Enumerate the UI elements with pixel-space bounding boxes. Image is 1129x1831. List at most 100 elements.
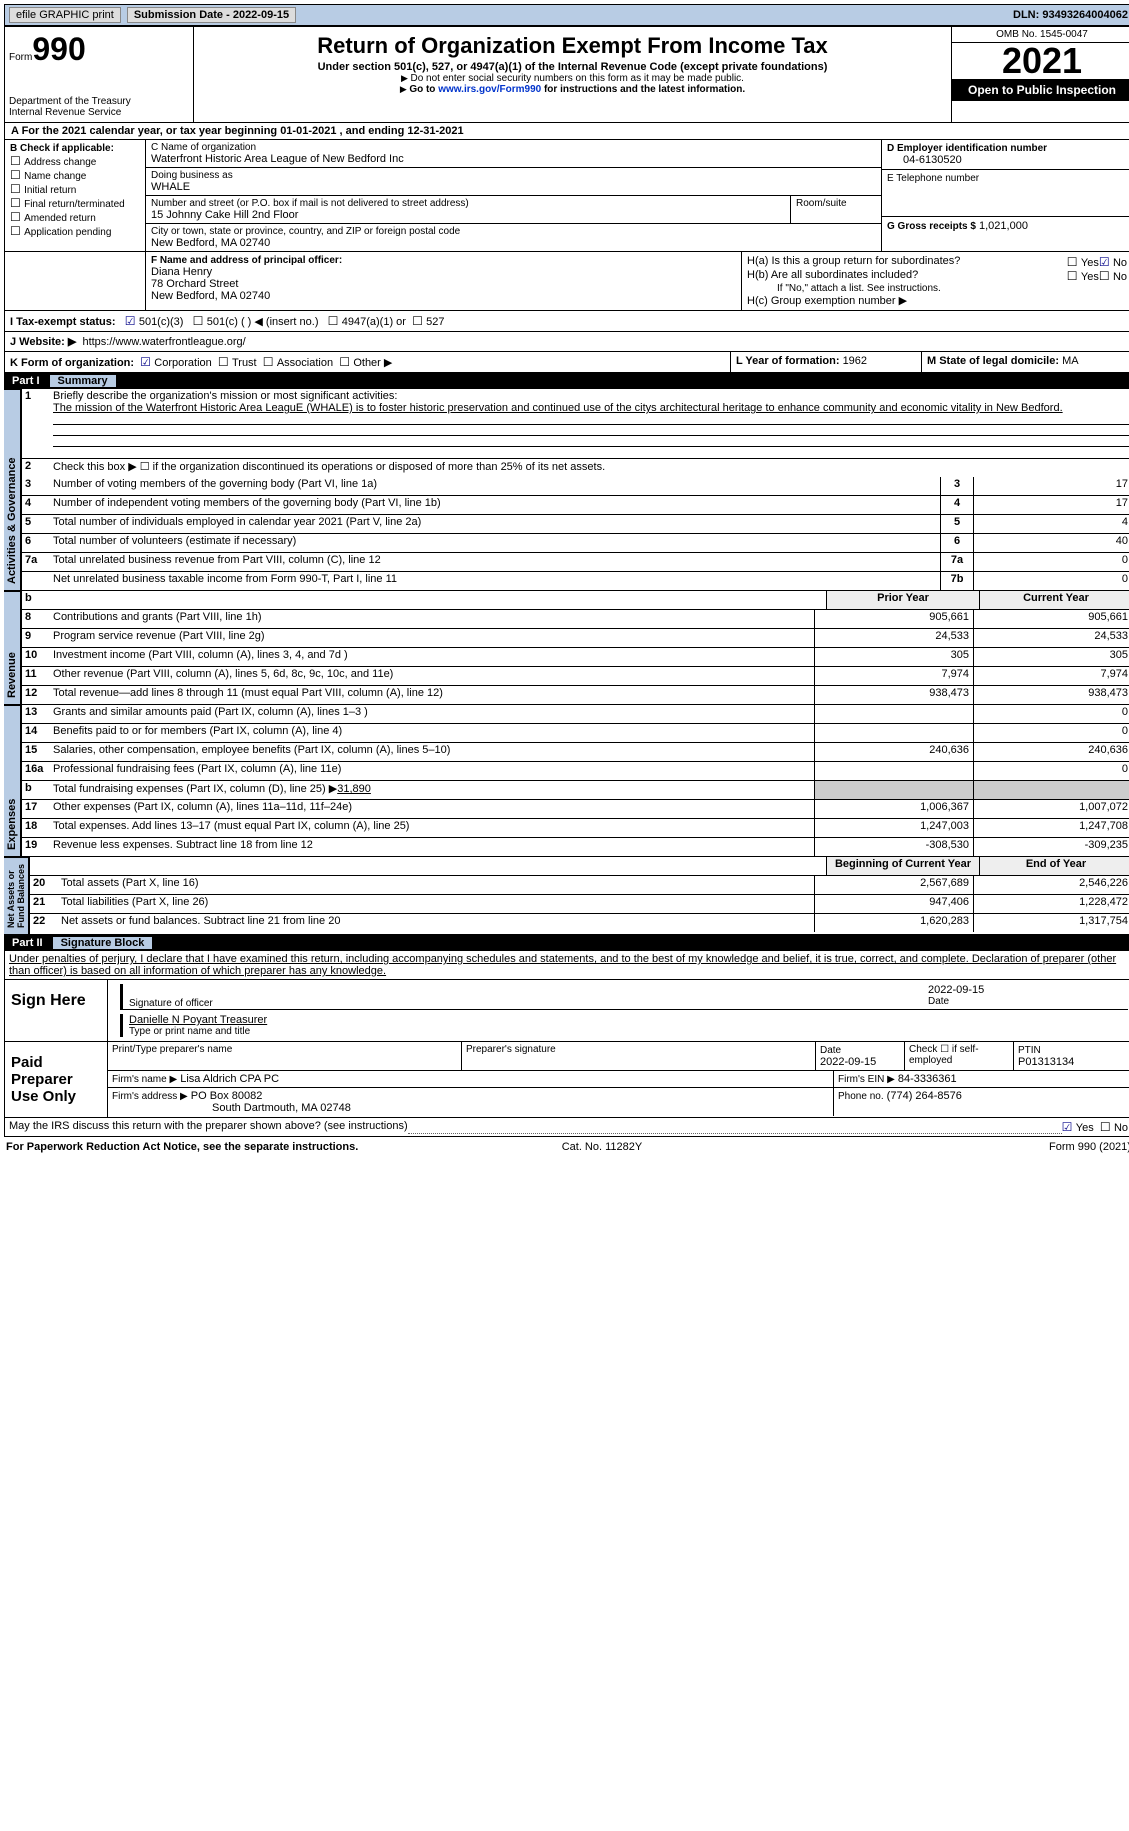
row-f-h: F Name and address of principal officer:… [4,252,1129,311]
l18-desc: Total expenses. Add lines 13–17 (must eq… [50,819,814,837]
l2-check: Check this box ▶ ☐ if the organization d… [50,459,1129,477]
eoy-hdr: End of Year [979,857,1129,875]
city-label: City or town, state or province, country… [151,226,876,237]
tax-year: 2021 [952,43,1129,79]
may-discuss-row: May the IRS discuss this return with the… [4,1118,1129,1137]
chk-final-return[interactable]: Final return/terminated [10,196,140,210]
firm-phone-label: Phone no. [838,1091,884,1102]
prep-sig-label: Preparer's signature [461,1042,815,1070]
firm-ein-label: Firm's EIN ▶ [838,1074,895,1085]
firm-ein: 84-3336361 [898,1073,957,1085]
officer-sig-name: Danielle N Poyant Treasurer [129,1014,267,1026]
chk-address-change[interactable]: Address change [10,154,140,168]
l14-py [814,724,973,742]
part-1-label: Part I [12,375,40,387]
state-domicile: MA [1062,355,1079,367]
current-year-hdr: Current Year [979,591,1129,609]
sign-here-label: Sign Here [5,980,107,1041]
chk-amended-return[interactable]: Amended return [10,210,140,224]
chk-4947[interactable]: 4947(a)(1) or [328,316,406,328]
l1-label: Briefly describe the organization's miss… [53,390,397,402]
chk-initial-return[interactable]: Initial return [10,182,140,196]
chk-assoc[interactable]: Association [263,357,333,369]
prior-year-hdr: Prior Year [826,591,979,609]
l21-desc: Total liabilities (Part X, line 26) [58,895,814,913]
row-a-period: A For the 2021 calendar year, or tax yea… [4,123,1129,140]
sig-date: 2022-09-15 [928,984,1128,996]
prep-self-employed[interactable]: Check ☐ if self-employed [904,1042,1013,1070]
l21-cy: 1,228,472 [973,895,1129,913]
sig-officer-label: Signature of officer [129,998,928,1009]
netassets-section: Net Assets orFund Balances Beginning of … [4,857,1129,935]
may-yes[interactable]: Yes [1062,1120,1094,1134]
l11-cy: 7,974 [973,667,1129,685]
l8-cy: 905,661 [973,610,1129,628]
bcy-hdr: Beginning of Current Year [826,857,979,875]
l3-val: 17 [973,477,1129,495]
firm-name: Lisa Aldrich CPA PC [180,1073,279,1085]
form-ref: Form 990 (2021) [1049,1141,1129,1153]
chk-other[interactable]: Other ▶ [339,357,392,369]
gross-receipts-label: G Gross receipts $ [887,221,976,232]
l7a-desc: Total unrelated business revenue from Pa… [50,553,940,571]
l7b-val: 0 [973,572,1129,590]
ha-yes[interactable]: Yes [1067,255,1099,269]
activities-section: Activities & Governance 1 Briefly descri… [4,389,1129,591]
l16a-py [814,762,973,780]
officer-name: Diana Henry [151,266,736,278]
paperwork-notice: For Paperwork Reduction Act Notice, see … [6,1141,358,1153]
l6-val: 40 [973,534,1129,552]
hb-note: If "No," attach a list. See instructions… [747,283,1127,294]
chk-501c[interactable]: 501(c) ( ) ◀ (insert no.) [193,316,319,328]
chk-trust[interactable]: Trust [218,357,257,369]
chk-application-pending[interactable]: Application pending [10,224,140,238]
row-klm: K Form of organization: Corporation Trus… [4,352,1129,373]
l20-desc: Total assets (Part X, line 16) [58,876,814,894]
l5-num: 5 [940,515,973,533]
hb-label: H(b) Are all subordinates included? [747,269,1067,283]
prep-date: 2022-09-15 [820,1056,876,1068]
open-to-public: Open to Public Inspection [952,79,1129,101]
row-j: J Website: ▶ https://www.waterfrontleagu… [4,332,1129,352]
chk-501c3[interactable]: 501(c)(3) [125,316,184,328]
hc-label: H(c) Group exemption number ▶ [747,294,1127,307]
ha-label: H(a) Is this a group return for subordin… [747,255,1067,269]
sig-name-label: Type or print name and title [129,1026,1128,1037]
info-grid: B Check if applicable: Address change Na… [4,140,1129,252]
l4-num: 4 [940,496,973,514]
l17-desc: Other expenses (Part IX, column (A), lin… [50,800,814,818]
l7a-val: 0 [973,553,1129,571]
l11-py: 7,974 [814,667,973,685]
l12-cy: 938,473 [973,686,1129,704]
ha-no[interactable]: No [1099,255,1127,269]
irs-link[interactable]: www.irs.gov/Form990 [438,84,541,95]
l3-desc: Number of voting members of the governin… [50,477,940,495]
part-2-title: Signature Block [53,937,153,949]
revenue-section: Revenue bPrior YearCurrent Year 8Contrib… [4,591,1129,705]
chk-527[interactable]: 527 [412,316,444,328]
efile-print-button[interactable]: efile GRAPHIC print [9,7,121,23]
l18-cy: 1,247,708 [973,819,1129,837]
page-footer: For Paperwork Reduction Act Notice, see … [4,1137,1129,1157]
irs-label: Internal Revenue Service [9,107,189,118]
l4-val: 17 [973,496,1129,514]
l21-py: 947,406 [814,895,973,913]
officer-addr1: 78 Orchard Street [151,278,736,290]
l14-cy: 0 [973,724,1129,742]
ein-label: D Employer identification number [887,143,1047,154]
l16b-desc: Total fundraising expenses (Part IX, col… [53,783,337,795]
l16b-cy [973,781,1129,799]
may-no[interactable]: No [1100,1120,1128,1134]
hb-yes[interactable]: Yes [1067,269,1099,283]
l15-desc: Salaries, other compensation, employee b… [50,743,814,761]
chk-name-change[interactable]: Name change [10,168,140,182]
l7b-desc: Net unrelated business taxable income fr… [50,572,940,590]
top-bar: efile GRAPHIC print Submission Date - 20… [4,4,1129,26]
privacy-note: Do not enter social security numbers on … [198,73,947,84]
sign-here-section: Sign Here Signature of officer 2022-09-1… [4,980,1129,1042]
street-address: 15 Johnny Cake Hill 2nd Floor [151,209,785,221]
chk-corp[interactable]: Corporation [140,357,212,369]
part-2-label: Part II [12,937,43,949]
netassets-tab: Net Assets orFund Balances [4,857,29,935]
hb-no[interactable]: No [1099,269,1127,283]
